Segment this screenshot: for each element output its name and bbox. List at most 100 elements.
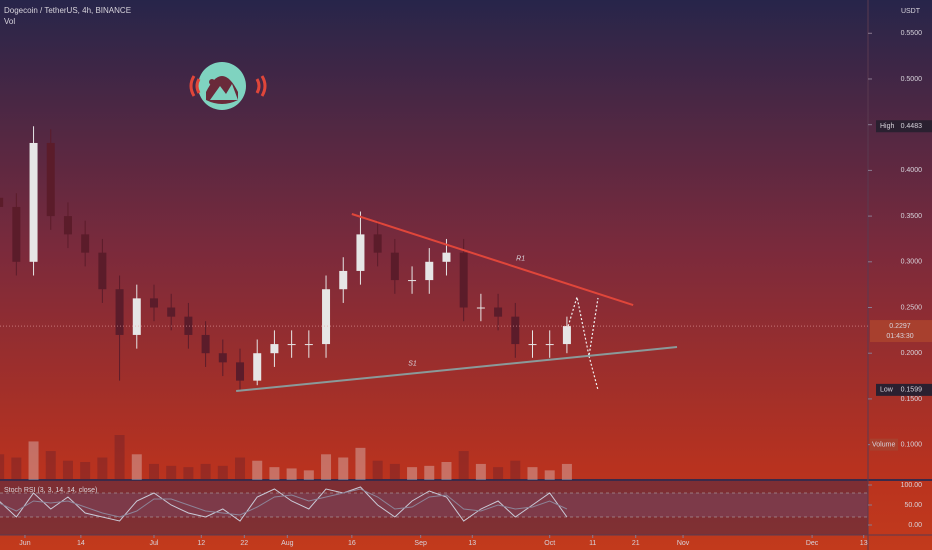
- last-price: 0.2297: [889, 323, 911, 330]
- logo: [189, 62, 267, 110]
- candle-body: [425, 261, 434, 281]
- candle-body: [373, 234, 382, 253]
- candle-body: [63, 216, 72, 235]
- chart-title: Dogecoin / TetherUS, 4h, BINANCE: [4, 6, 131, 15]
- volume-bar: [372, 460, 383, 480]
- x-tick-label: Dec: [806, 540, 819, 547]
- countdown: 01:43:30: [886, 333, 913, 340]
- candle-body: [218, 353, 227, 363]
- candle-body: [287, 344, 296, 346]
- volume-bar: [62, 460, 73, 480]
- y-tick-label: 0.4000: [901, 167, 923, 174]
- x-tick-label: 22: [240, 540, 248, 547]
- volume-bar: [200, 463, 211, 480]
- volume-bar: [475, 463, 486, 480]
- candle-body: [390, 252, 399, 281]
- x-tick-label: Jun: [19, 540, 30, 547]
- volume-bar: [561, 463, 572, 480]
- low-value: 0.1599: [901, 387, 923, 394]
- last-price-badge: [870, 320, 932, 343]
- candle-body: [184, 316, 193, 335]
- x-tick-label: Oct: [544, 540, 555, 547]
- candle-body: [81, 234, 90, 253]
- stoch-d: [0, 488, 568, 518]
- y-tick-label: 0.3500: [901, 213, 923, 220]
- projection-down: [588, 355, 599, 391]
- candle-body: [0, 197, 4, 207]
- stoch-k: [0, 486, 568, 522]
- candle-body: [236, 362, 245, 381]
- volume-bar: [407, 467, 418, 480]
- low-label: Low: [880, 387, 894, 394]
- trendline: [351, 213, 634, 306]
- volume-bar: [45, 451, 56, 480]
- candle-body: [201, 334, 210, 354]
- candle-body: [132, 298, 141, 335]
- y-tick-label: 0.5000: [901, 76, 923, 83]
- volume-bar: [131, 454, 142, 480]
- volume-bar: [269, 467, 280, 480]
- volume-bar: [114, 435, 125, 480]
- candle-body: [167, 307, 176, 317]
- volume-bar: [389, 463, 400, 480]
- volume-bar: [493, 467, 504, 480]
- candle-body: [253, 353, 262, 381]
- candle-body: [511, 316, 520, 345]
- volume-bar: [0, 454, 5, 480]
- volume-bar: [97, 457, 108, 480]
- volume-bar: [424, 465, 435, 480]
- candle-body: [149, 298, 158, 308]
- volume-bar: [183, 467, 194, 480]
- x-tick-label: Aug: [281, 540, 294, 547]
- volume-bar: [510, 460, 521, 480]
- high-label: High: [880, 123, 895, 130]
- volume-bar: [80, 462, 91, 480]
- volume-bar: [303, 470, 314, 480]
- stoch-title: Stoch RSI (3, 3, 14, 14, close): [4, 487, 97, 494]
- candle-body: [46, 142, 55, 217]
- y-axis-label: USDT: [901, 8, 921, 15]
- candle-body: [562, 326, 571, 345]
- x-tick-label: 11: [589, 540, 596, 547]
- low-badge: [876, 383, 932, 396]
- volume-badge: [870, 438, 898, 451]
- volume-bar: [544, 470, 555, 480]
- candle-body: [322, 289, 331, 345]
- volume-bar: [286, 468, 297, 480]
- high-value: 0.4483: [901, 123, 923, 130]
- volume-bar: [148, 463, 159, 480]
- candle-body: [29, 142, 38, 262]
- candle-body: [528, 344, 537, 346]
- x-tick-label: 21: [632, 540, 640, 547]
- volume-bar: [28, 441, 39, 480]
- x-tick-label: Sep: [414, 540, 427, 547]
- stoch-tick-label: 100.00: [901, 482, 923, 489]
- stoch-tick-label: 0.00: [908, 522, 922, 529]
- candle-body: [459, 252, 468, 308]
- volume-bar: [252, 460, 263, 480]
- volume-bar: [441, 462, 452, 480]
- x-tick-label: 14: [77, 540, 85, 547]
- candle-body: [476, 307, 485, 309]
- trendline: [236, 346, 678, 393]
- volume-bar: [527, 467, 538, 480]
- x-tick-label: 12: [197, 540, 205, 547]
- candle-body: [545, 344, 554, 346]
- candle-body: [442, 252, 451, 262]
- y-tick-label: 0.2000: [901, 350, 923, 357]
- candle-body: [115, 289, 124, 335]
- stoch-tick-label: 50.00: [904, 502, 922, 509]
- x-tick-label: 13: [860, 540, 868, 547]
- candle-body: [408, 280, 417, 282]
- x-tick-label: 13: [468, 540, 476, 547]
- y-tick-label: 0.5500: [901, 30, 923, 37]
- volume-label: Volume: [872, 441, 895, 448]
- x-tick-label: Jul: [150, 540, 159, 547]
- high-badge: [876, 120, 932, 133]
- y-tick-label: 0.3000: [901, 259, 923, 266]
- volume-bar: [235, 457, 246, 480]
- candle-body: [339, 270, 348, 290]
- candle-body: [270, 344, 279, 354]
- volume-bar: [321, 454, 332, 480]
- candle-body: [356, 234, 365, 271]
